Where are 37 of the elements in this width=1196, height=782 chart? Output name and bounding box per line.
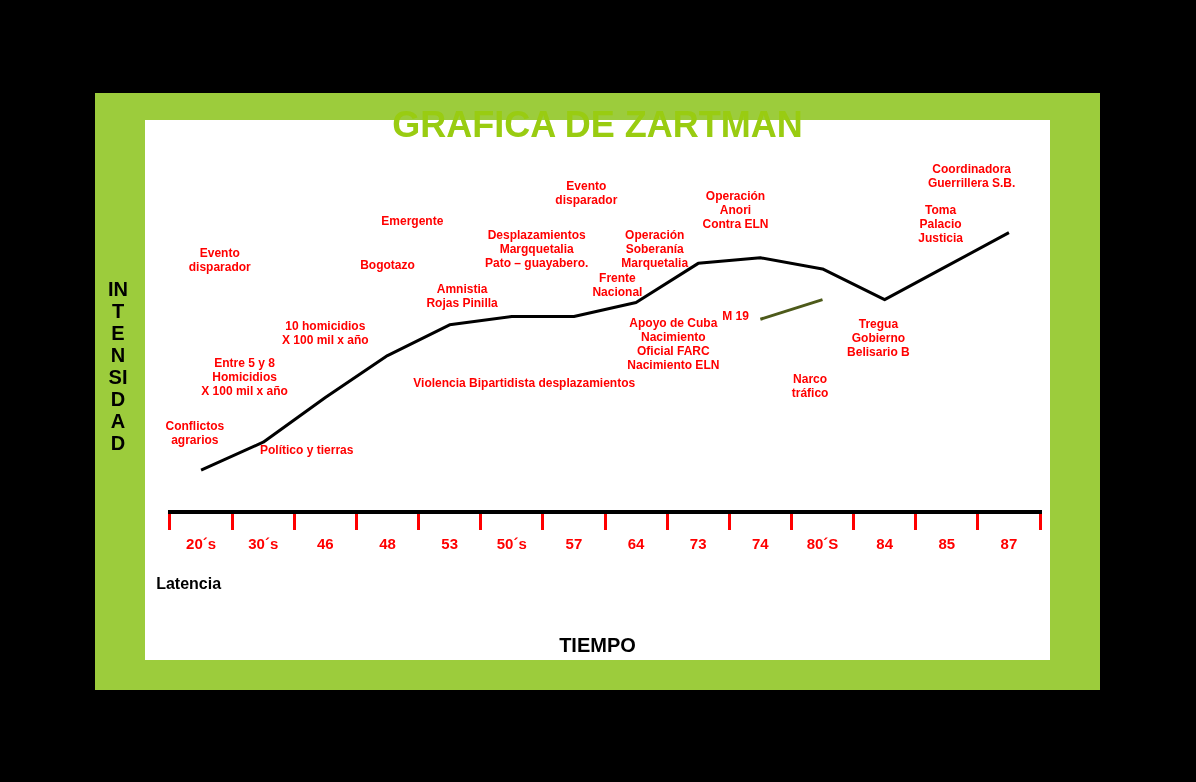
x-tick-label: 46 — [317, 535, 334, 553]
x-tick-label: 74 — [752, 535, 770, 553]
x-tick-label: 84 — [876, 535, 894, 553]
x-tick-label: 48 — [379, 535, 396, 553]
annotation: Violencia Bipartidista desplazamientos — [413, 375, 636, 390]
annotation: Toma Palacio Justicia — [918, 202, 964, 245]
text: Evento disparador — [555, 178, 618, 207]
text: Emergente — [381, 213, 444, 228]
text: Operación Anori Contra ELN — [702, 188, 769, 231]
x-axis-title: TIEMPO — [558, 634, 637, 657]
annotation: Desplazamientos Margquetalia Pato – guayabero. — [484, 227, 589, 270]
x-tick-label: 80´S — [806, 535, 839, 553]
x-tick-label: 85 — [938, 535, 956, 553]
x-tick-label: 64 — [627, 535, 646, 553]
annotation: Bogotazo — [360, 258, 415, 273]
annotation: Amnistia Rojas Pinilla — [426, 282, 499, 311]
annotation: Frente Nacional — [592, 271, 643, 300]
text: Coordinadora Guerrillera S.B. — [927, 162, 1016, 191]
x-tick-label: 53 — [441, 535, 458, 553]
x-tick-label: 30´s — [248, 535, 279, 553]
y-axis-title: INTENSIDAD — [108, 278, 128, 454]
text: Latencia — [156, 575, 222, 593]
annotation: Evento disparador — [188, 245, 252, 274]
x-tick-label: 50´s — [496, 535, 527, 553]
annotation: Operación Soberanía Marquetalia — [621, 227, 689, 270]
annotation: Político y tierras — [260, 442, 354, 457]
x-tick-label: 87 — [1000, 535, 1018, 553]
annotation: Narco tráfico — [791, 371, 829, 400]
annotation: Conflictos agrarios — [165, 419, 225, 448]
x-tick-label: 57 — [565, 535, 583, 553]
annotation: Entre 5 y 8 Homicidios X 100 mil x año — [201, 356, 288, 399]
annotation: M 19 — [722, 308, 750, 323]
x-tick-label: 20´s — [186, 535, 217, 553]
annotation: 10 homicidios X 100 mil x año — [282, 318, 369, 347]
x-tick-label: 73 — [689, 535, 707, 553]
annotation: Apoyo de Cuba Nacimiento Oficial FARC Nacimiento ELN — [627, 315, 720, 372]
annotation: Tregua Gobierno Belisario B — [847, 317, 911, 360]
